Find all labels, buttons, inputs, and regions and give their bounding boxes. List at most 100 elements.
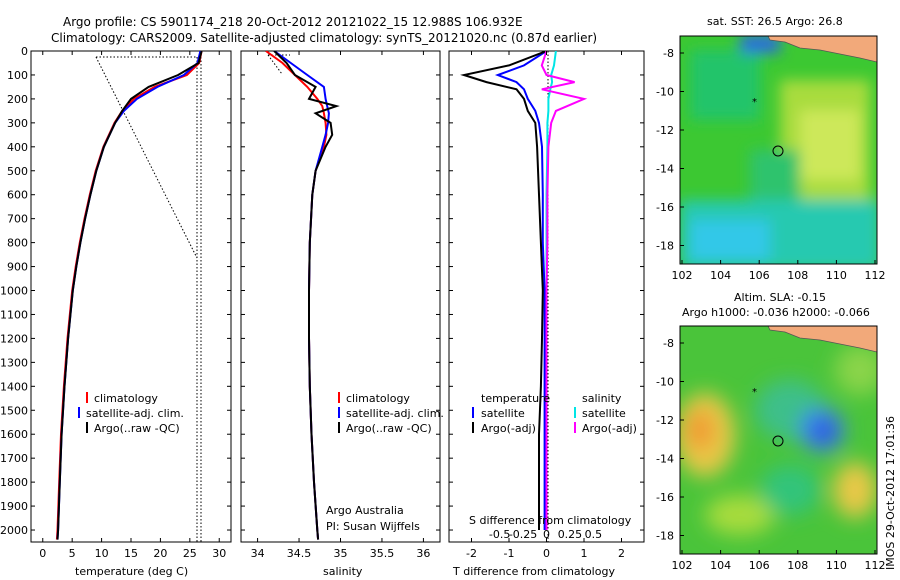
- y-tick-label: 1000: [0, 285, 28, 298]
- difference-xlabel: T difference from climatology: [452, 565, 615, 578]
- sst-map-axes: 102 104 106 108 110 112 -8 -10 -12 -14 -16 -18: [656, 47, 885, 282]
- map-x-tick-label: 112: [865, 559, 886, 572]
- y-tick-label: 1700: [0, 452, 28, 465]
- map-x-tick-label: 108: [787, 559, 808, 572]
- x-tick-label: 36: [416, 547, 430, 560]
- legend-label-argo: Argo(..raw -QC): [94, 422, 180, 435]
- series-satellite-adj-clim-: [56, 51, 202, 540]
- x-tick-label: 15: [124, 547, 138, 560]
- map-x-tick-label: 106: [749, 269, 770, 282]
- x-tick-label: -1: [504, 547, 515, 560]
- series-argo-raw-qc-: [56, 51, 203, 540]
- sst-map-title: sat. SST: 26.5 Argo: 26.8: [707, 15, 843, 28]
- header-line2: Climatology: CARS2009. Satellite-adjuste…: [51, 31, 597, 45]
- float-marker: *: [752, 97, 757, 108]
- y-tick-label: 100: [7, 69, 28, 82]
- temperature-xlabel: temperature (deg C): [75, 565, 188, 578]
- map-x-tick-label: 108: [787, 269, 808, 282]
- x-tick-label: 34: [251, 547, 265, 560]
- series-t-argo-adj-: [460, 51, 547, 530]
- series-argo-raw-qc-: [273, 51, 340, 540]
- map-y-tick-label: -12: [656, 124, 674, 137]
- map-y-tick-label: -18: [656, 240, 674, 253]
- y-tick-label: 800: [7, 237, 28, 250]
- map-x-tick-label: 102: [672, 559, 693, 572]
- map-y-tick-label: -8: [663, 47, 674, 60]
- s-tick-label: -0.25: [509, 528, 537, 541]
- argo-location-marker: [772, 145, 784, 157]
- map-y-tick-label: -10: [656, 376, 674, 389]
- temperature-guide-lines: [95, 56, 202, 542]
- map-x-tick-label: 110: [826, 269, 847, 282]
- sla-map-axes: 102 104 106 108 110 112 -8 -10 -12 -14 -16 -18: [656, 337, 885, 572]
- x-tick-label: 0: [39, 547, 46, 560]
- legend-label-t-argo: Argo(-adj): [481, 422, 536, 435]
- legend-title-salinity: salinity: [582, 392, 622, 405]
- legend-label-s-argo: Argo(-adj): [582, 422, 637, 435]
- y-tick-label: 1400: [0, 380, 28, 393]
- difference-legend: temperature satellite Argo(-adj) salinit…: [472, 392, 637, 435]
- sla-map-subtitle: Argo h1000: -0.036 h2000: -0.066: [682, 306, 870, 319]
- salinity-axes: 34 34.5 35 35.5 36: [251, 51, 430, 560]
- y-tick-label: 500: [7, 165, 28, 178]
- map-y-tick-label: -16: [656, 201, 674, 214]
- legend-label-climatology: climatology: [94, 392, 158, 405]
- series-climatology: [55, 51, 203, 540]
- legend-label-t-satellite: satellite: [481, 407, 525, 420]
- map-y-tick-label: -8: [663, 337, 674, 350]
- s-tick-label: -0.5: [489, 528, 510, 541]
- legend-title-temperature: temperature: [481, 392, 550, 405]
- s-tick-label: 0: [543, 528, 550, 541]
- x-tick-label: 35.5: [370, 547, 395, 560]
- s-tick-label: 0.5: [585, 528, 603, 541]
- map-y-tick-label: -18: [656, 530, 674, 543]
- y-tick-label: 700: [7, 213, 28, 226]
- map-x-tick-label: 104: [710, 269, 731, 282]
- x-tick-label: 2: [618, 547, 625, 560]
- y-tick-label: 1300: [0, 356, 28, 369]
- series-s-argo-adj-: [540, 51, 588, 530]
- s-difference-ticks: -0.5-0.25 0 0.25 0.5: [489, 528, 602, 541]
- y-tick-label: 1200: [0, 332, 28, 345]
- difference-axes: -2 -1 0 1 2: [466, 51, 625, 560]
- side-stamp: IMOS 29-Oct-2012 17:01:36: [884, 416, 897, 570]
- map-y-tick-label: -14: [656, 163, 674, 176]
- y-tick-label: 600: [7, 189, 28, 202]
- float-marker: *: [752, 387, 757, 398]
- map-x-tick-label: 104: [710, 559, 731, 572]
- x-tick-label: 30: [212, 547, 226, 560]
- x-tick-label: 10: [95, 547, 109, 560]
- x-tick-label: 35: [334, 547, 348, 560]
- legend-label-s-satellite: satellite: [582, 407, 626, 420]
- map-y-tick-label: -14: [656, 453, 674, 466]
- sla-map: *: [680, 326, 877, 554]
- x-tick-label: 0: [543, 547, 550, 560]
- sla-map-title: Altim. SLA: -0.15: [734, 291, 826, 304]
- x-tick-label: 20: [153, 547, 167, 560]
- x-tick-label: -2: [466, 547, 477, 560]
- map-y-tick-label: -12: [656, 414, 674, 427]
- temperature-legend: climatology satellite-adj. clim. Argo(..…: [78, 392, 184, 435]
- legend-label-satellite: satellite-adj. clim.: [346, 407, 444, 420]
- y-tick-label: 2000: [0, 524, 28, 537]
- legend-label-satellite: satellite-adj. clim.: [86, 407, 184, 420]
- x-tick-label: 25: [183, 547, 197, 560]
- salinity-panel: [240, 50, 441, 543]
- series-climatology: [265, 51, 328, 540]
- map-x-tick-label: 106: [749, 559, 770, 572]
- y-tick-label: 900: [7, 261, 28, 274]
- series-satellite-adj-clim-: [273, 51, 330, 540]
- x-tick-label: 1: [581, 547, 588, 560]
- x-tick-label: 5: [69, 547, 76, 560]
- temperature-series: [55, 51, 203, 540]
- header-line1: Argo profile: CS 5901174_218 20-Oct-2012…: [63, 15, 523, 29]
- temperature-axes: 0 5 10 15 20 25 300100200300400500600700800900…: [0, 45, 644, 560]
- map-y-tick-label: -16: [656, 491, 674, 504]
- map-x-tick-label: 112: [865, 269, 886, 282]
- x-tick-label: 34.5: [287, 547, 312, 560]
- salinity-series: [265, 51, 340, 540]
- sst-map: *: [680, 36, 877, 264]
- y-tick-label: 1100: [0, 308, 28, 321]
- pi-label: PI: Susan Wijffels: [326, 520, 420, 533]
